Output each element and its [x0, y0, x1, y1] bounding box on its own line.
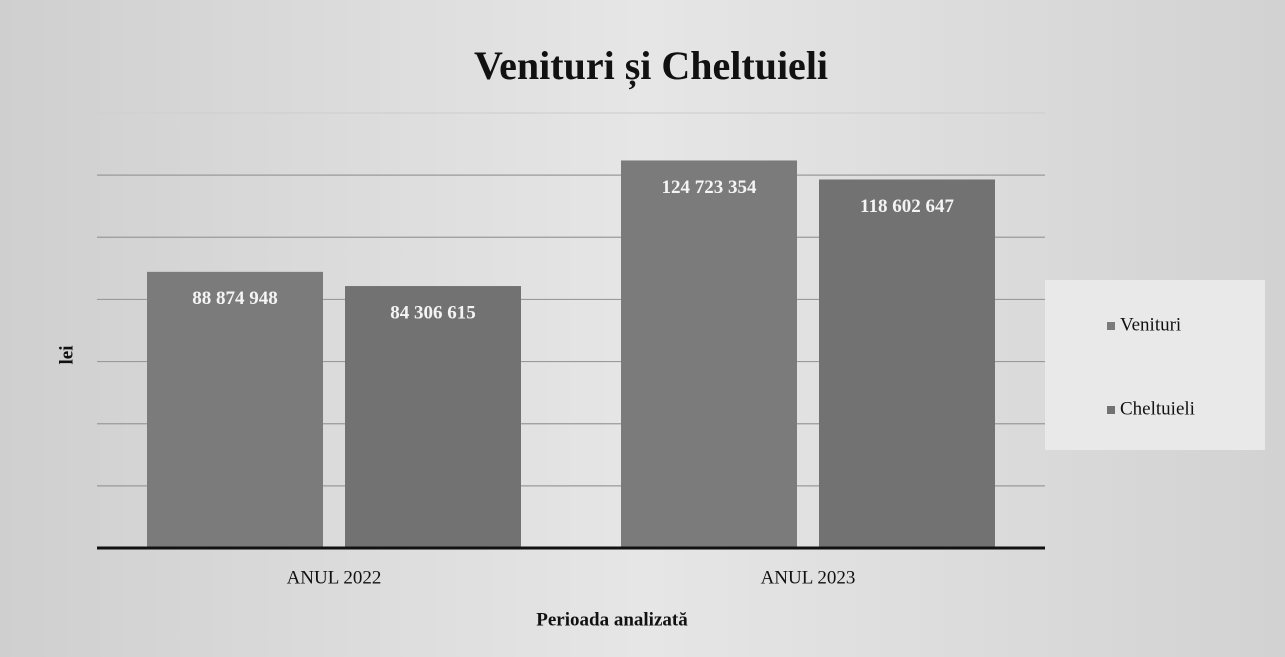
legend-label: Venituri	[1120, 314, 1181, 335]
x-tick-label: ANUL 2022	[287, 567, 382, 588]
bar	[621, 160, 797, 548]
bar	[345, 286, 521, 548]
bar	[147, 271, 323, 548]
chart-title: Venituri și Cheltuieli	[474, 43, 828, 89]
legend-label: Cheltuieli	[1120, 398, 1195, 419]
legend-swatch	[1107, 406, 1115, 414]
x-tick-label: ANUL 2023	[761, 567, 856, 588]
legend-box	[1045, 280, 1265, 450]
x-axis-label: Perioada analizată	[536, 609, 688, 630]
data-label: 88 874 948	[192, 288, 278, 309]
y-axis-label: lei	[56, 346, 77, 365]
legend-swatch	[1107, 322, 1115, 330]
bar	[819, 179, 995, 549]
data-label: 84 306 615	[390, 302, 476, 323]
data-label: 124 723 354	[662, 177, 758, 198]
data-label: 118 602 647	[860, 196, 954, 217]
